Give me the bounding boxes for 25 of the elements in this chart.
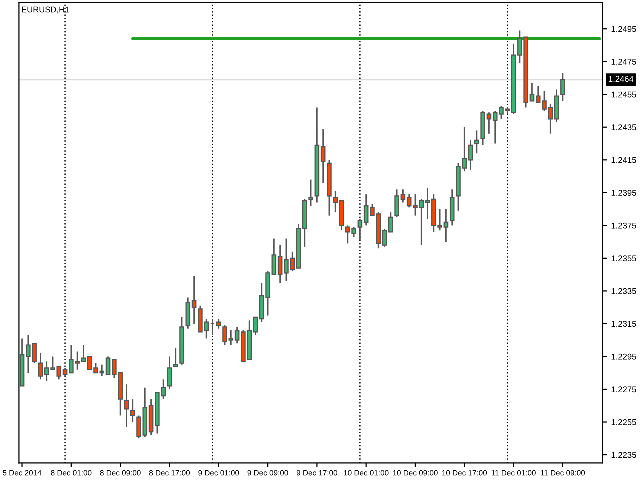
y-tick-label: 1.2315 <box>612 321 636 328</box>
candlestick <box>216 318 222 330</box>
y-tick-label: 1.2235 <box>612 452 636 458</box>
y-tick-label: 1.2415 <box>612 157 636 164</box>
y-tick-label: 1.2275 <box>612 386 636 393</box>
candlestick <box>474 130 480 154</box>
ref-line-label: 1.2464 <box>609 76 634 82</box>
candlestick <box>173 348 178 368</box>
y-tick-label: 1.2255 <box>612 419 636 426</box>
y-tick-label: 1.2375 <box>612 222 636 229</box>
y-tick-label: 1.2475 <box>612 59 636 65</box>
candlestick <box>450 188 455 226</box>
y-tick-label: 1.2455 <box>612 92 636 98</box>
candlestick <box>124 384 130 428</box>
y-tick-label: 1.2495 <box>612 26 636 32</box>
candlestick <box>167 356 172 390</box>
y-tick-label: 1.2295 <box>612 354 636 360</box>
candlestick <box>308 179 314 207</box>
y-tick-label: 1.2335 <box>612 288 636 294</box>
y-tick-label: 1.2395 <box>612 190 636 196</box>
candlestick <box>560 72 566 102</box>
y-tick-label: 1.2355 <box>612 256 636 262</box>
candlestick <box>130 398 136 423</box>
y-tick-label: 1.2435 <box>612 124 636 130</box>
chart-title: EURUSD,H1 <box>22 6 70 14</box>
